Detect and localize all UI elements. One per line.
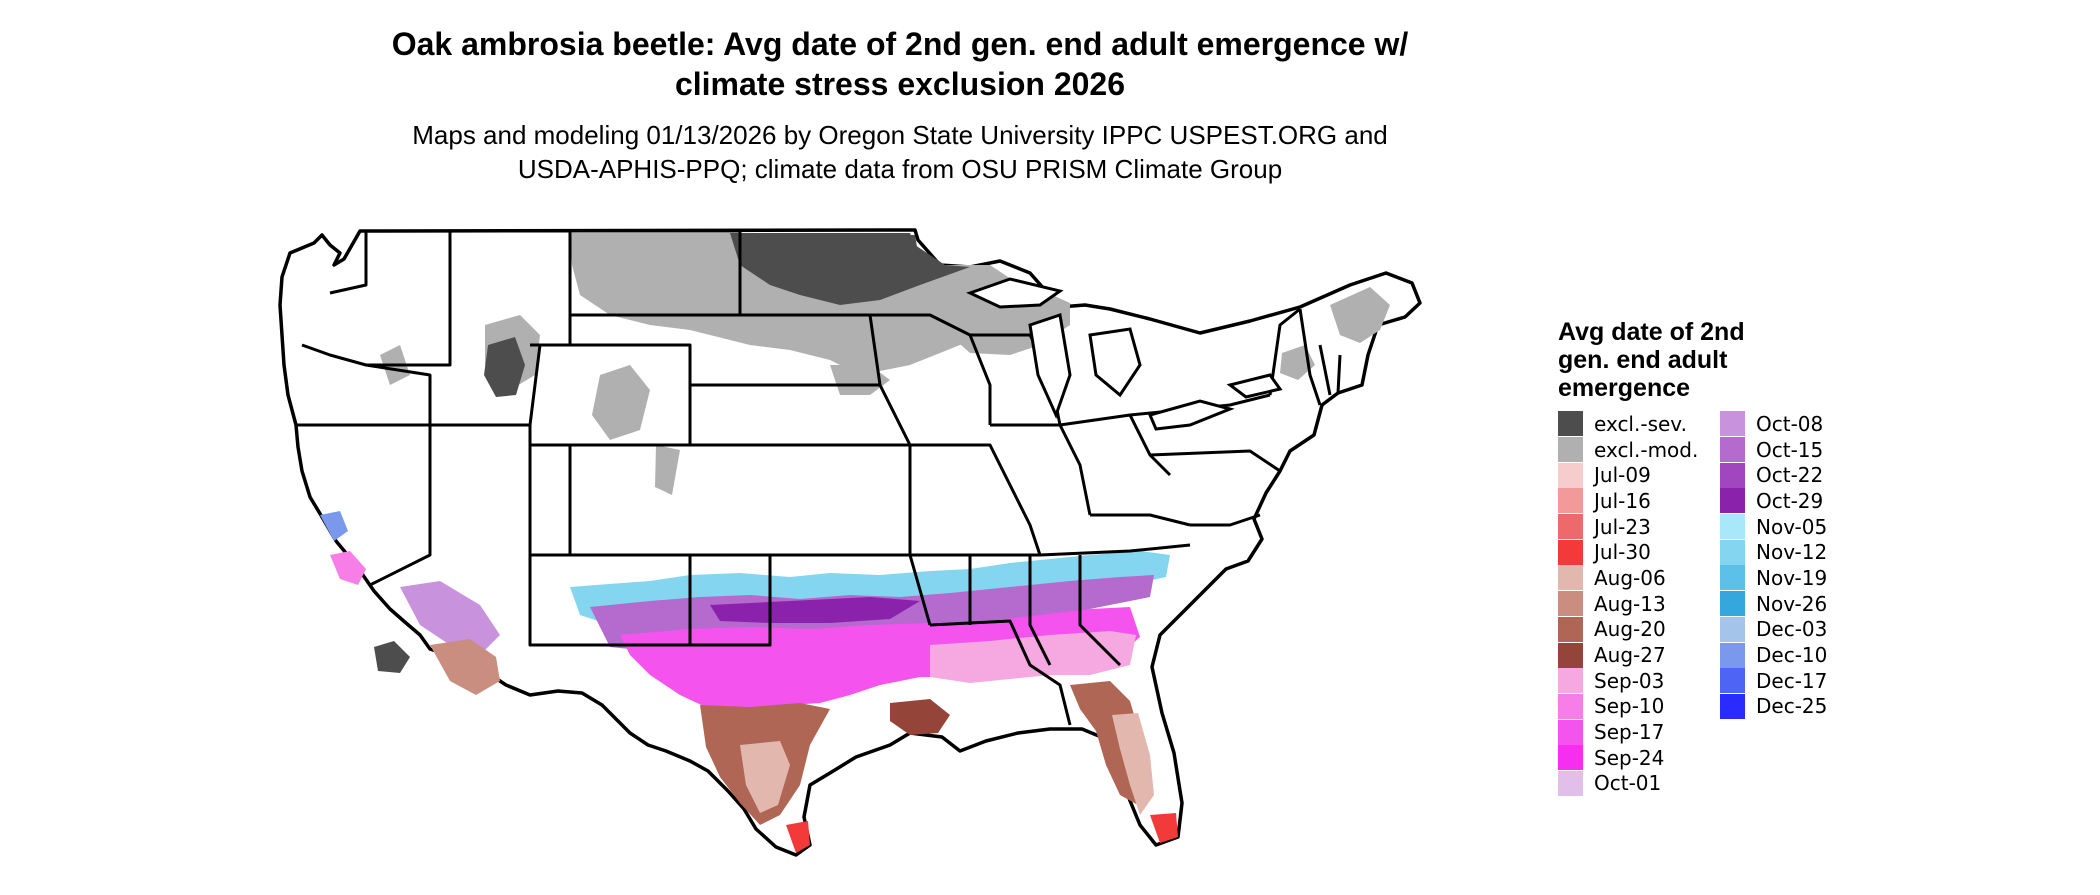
map-subtitle: Maps and modeling 01/13/2026 by Oregon S… [280,118,1520,186]
legend-label: Aug-20 [1594,617,1666,642]
legend-item: Jul-23 [1558,514,1720,540]
legend-item: Dec-17 [1720,668,1882,694]
legend-label: Aug-13 [1594,591,1666,616]
legend-item: Nov-12 [1720,539,1882,565]
legend-label: Sep-10 [1594,694,1665,719]
legend-label: Nov-19 [1756,565,1828,590]
legend-swatch [1558,745,1583,771]
legend-item: Oct-22 [1720,462,1882,488]
legend-item: Sep-10 [1558,693,1720,720]
legend-swatch [1720,539,1745,565]
legend-swatch [1558,539,1583,565]
map-legend: Avg date of 2nd gen. end adult emergence… [1558,318,1938,796]
title-block: Oak ambrosia beetle: Avg date of 2nd gen… [280,24,1520,186]
legend-item: Dec-03 [1720,616,1882,643]
legend-label: Sep-24 [1594,745,1665,770]
legend-label: Oct-01 [1594,771,1662,796]
legend-title: Avg date of 2nd gen. end adult emergence [1558,318,1745,402]
map-subtitle-line-2: USDA-APHIS-PPQ; climate data from OSU PR… [517,154,1283,184]
legend-item: Sep-17 [1558,719,1720,745]
legend-swatch [1558,668,1583,694]
legend-item: Oct-08 [1720,411,1882,437]
map-title-line-2: climate stress exclusion 2026 [674,66,1126,102]
legend-label: Nov-05 [1756,514,1828,539]
legend-swatch [1720,514,1745,540]
map-subtitle-line-1: Maps and modeling 01/13/2026 by Oregon S… [412,120,1388,150]
legend-label: Dec-03 [1756,617,1828,642]
legend-label: Aug-06 [1594,565,1666,590]
us-map [278,228,1422,857]
legend-item: Nov-05 [1720,514,1882,540]
legend-item: Oct-15 [1720,437,1882,463]
legend-label: excl.-mod. [1594,437,1699,462]
exclusion-severe-zones [374,233,970,673]
legend-item: excl.-mod. [1558,437,1720,463]
legend-swatch [1558,565,1583,591]
legend-item: Oct-29 [1720,488,1882,514]
legend-swatch [1720,668,1745,694]
legend-label: Oct-08 [1756,411,1824,436]
legend-label: Sep-03 [1594,668,1665,693]
legend-label: Sep-17 [1594,720,1665,745]
legend-swatch [1558,462,1583,488]
legend-label: Jul-16 [1594,488,1651,513]
legend-swatch [1558,616,1583,642]
legend-label: Jul-09 [1594,463,1651,488]
legend-swatch [1720,642,1745,668]
legend-item: Nov-26 [1720,591,1882,617]
legend-label: Aug-27 [1594,643,1666,668]
legend-swatch [1720,462,1745,488]
emergence-date-zones [320,511,1178,853]
legend-item: Dec-10 [1720,642,1882,668]
legend-label: Nov-26 [1756,591,1828,616]
legend-label: excl.-sev. [1594,411,1687,436]
legend-label: Jul-30 [1594,540,1651,565]
legend-item: Aug-06 [1558,565,1720,591]
legend-item: Aug-27 [1558,642,1720,668]
legend-item: Aug-20 [1558,616,1720,643]
legend-swatch [1558,693,1583,719]
legend-swatch [1558,719,1583,745]
legend-swatch [1558,770,1583,796]
legend-label: Dec-17 [1756,668,1828,693]
legend-swatch [1558,488,1583,514]
legend-label: Jul-23 [1594,514,1651,539]
legend-column-1: excl.-sev. excl.-mod. Jul-09 Jul-16 Jul-23 Ju… [1558,411,1720,796]
legend-item: Jul-16 [1558,488,1720,514]
legend-label: Nov-12 [1756,540,1828,565]
legend-label: Oct-29 [1756,488,1824,513]
legend-item: Sep-24 [1558,745,1720,771]
legend-item: Aug-13 [1558,591,1720,617]
legend-swatch [1720,616,1745,642]
legend-label: Oct-15 [1756,437,1824,462]
legend-swatch [1558,514,1583,540]
legend-item: Jul-09 [1558,462,1720,488]
legend-item: Dec-25 [1720,693,1882,720]
legend-item: Oct-01 [1558,770,1720,797]
legend-column-2: Oct-08 Oct-15 Oct-22 Oct-29 Nov-05 Nov-12 Nov-… [1720,411,1882,796]
legend-swatch [1720,437,1745,463]
legend-swatch [1720,693,1745,719]
legend-item: Nov-19 [1720,565,1882,591]
legend-swatch [1558,591,1583,617]
legend-label: Oct-22 [1756,463,1824,488]
legend-label: Dec-25 [1756,694,1828,719]
map-title: Oak ambrosia beetle: Avg date of 2nd gen… [280,24,1520,104]
legend-item: Sep-03 [1558,668,1720,694]
legend-swatch [1720,411,1745,437]
legend-item: Jul-30 [1558,539,1720,565]
legend-swatch [1558,411,1583,437]
legend-swatch [1558,642,1583,668]
great-lakes [966,277,1283,431]
legend-item: excl.-sev. [1558,411,1720,437]
legend-columns: excl.-sev. excl.-mod. Jul-09 Jul-16 Jul-23 Ju… [1558,411,1938,796]
legend-swatch [1720,591,1745,617]
legend-swatch [1720,565,1745,591]
legend-label: Dec-10 [1756,643,1828,668]
legend-swatch [1558,437,1583,463]
legend-swatch [1720,488,1745,514]
map-title-line-1: Oak ambrosia beetle: Avg date of 2nd gen… [391,26,1409,62]
